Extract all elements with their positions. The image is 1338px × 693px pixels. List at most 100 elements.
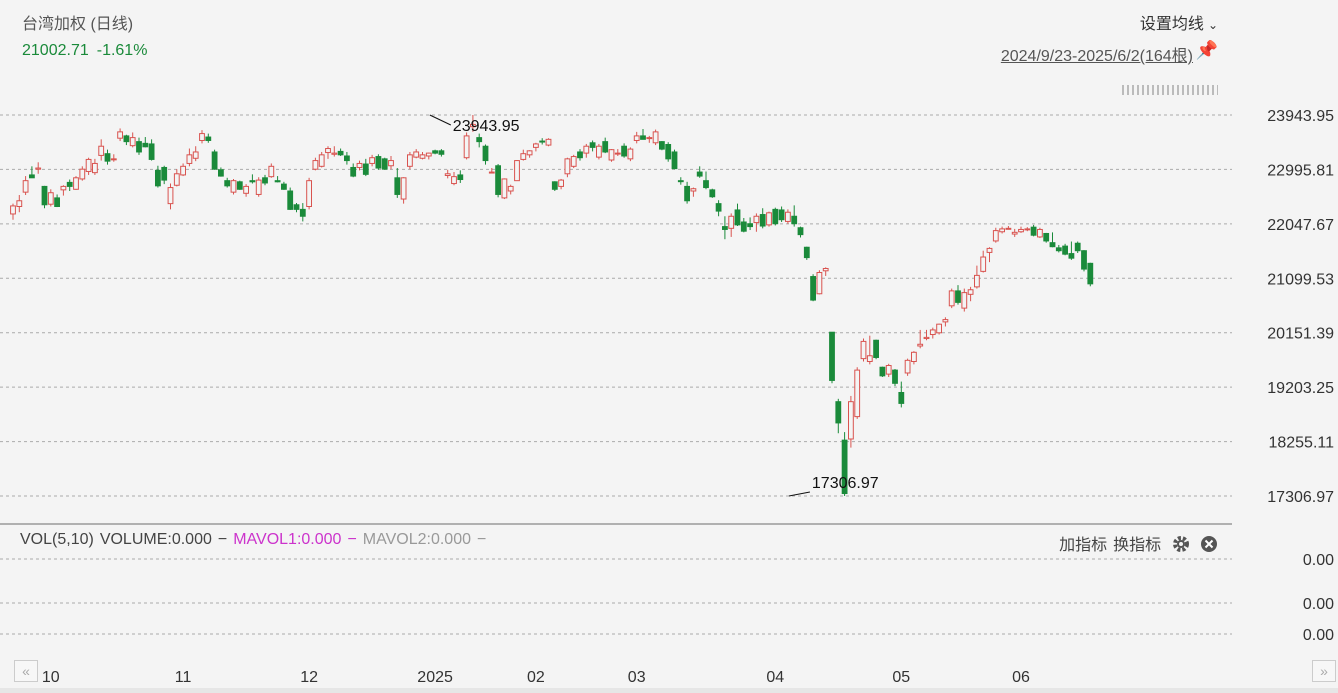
candle-body bbox=[602, 141, 609, 153]
candle-body bbox=[394, 177, 401, 195]
candle-body bbox=[117, 131, 123, 139]
candle-body bbox=[911, 351, 917, 362]
candle-body bbox=[123, 135, 130, 143]
mavol1-dash: − bbox=[347, 531, 357, 548]
mavol2-dash: − bbox=[477, 531, 487, 548]
candle-body bbox=[583, 145, 590, 154]
pin-icon[interactable]: 📌 bbox=[1195, 40, 1218, 60]
candle-body bbox=[614, 152, 621, 155]
candle-body bbox=[785, 211, 791, 222]
candle-body bbox=[665, 144, 672, 160]
candle-body bbox=[999, 228, 1006, 233]
candle-body bbox=[917, 343, 924, 347]
candle-body bbox=[929, 329, 936, 336]
candle-body bbox=[507, 185, 514, 192]
volume-axis: 0.00 0.00 0.00 bbox=[1303, 552, 1334, 644]
candle-body bbox=[955, 290, 961, 303]
candle-body bbox=[375, 156, 382, 169]
candle-body bbox=[709, 189, 716, 198]
gear-icon[interactable] bbox=[1172, 536, 1190, 554]
candle-body bbox=[974, 274, 980, 288]
add-indicator-button[interactable]: 加指标 bbox=[1059, 537, 1108, 554]
candle-body bbox=[640, 135, 646, 140]
candle-body bbox=[633, 135, 640, 141]
candle-body bbox=[73, 177, 79, 190]
horizontal-scrollbar[interactable] bbox=[0, 688, 1338, 693]
candle-body bbox=[444, 173, 451, 177]
price-tick-label: 17306.97 bbox=[1267, 489, 1334, 506]
candle-body bbox=[268, 165, 275, 178]
candle-body bbox=[992, 230, 999, 242]
double-chevron-right-icon[interactable]: » bbox=[1312, 660, 1336, 682]
candle-body bbox=[318, 154, 325, 167]
candle-body bbox=[1037, 228, 1043, 238]
candle-body bbox=[533, 143, 539, 148]
volume-grid bbox=[0, 558, 1232, 635]
price-tick-label: 22995.81 bbox=[1267, 162, 1334, 179]
candle-body bbox=[331, 152, 338, 155]
candle-body bbox=[715, 203, 722, 212]
candle-body bbox=[299, 208, 306, 217]
candle-body bbox=[211, 151, 218, 170]
candle-body bbox=[173, 173, 180, 186]
candle-body bbox=[848, 401, 854, 440]
candle-body bbox=[558, 179, 565, 187]
candle-body bbox=[734, 209, 741, 226]
candle-body bbox=[243, 185, 249, 194]
candle-body bbox=[570, 156, 577, 167]
drag-handle[interactable] bbox=[1122, 85, 1218, 95]
time-tick-label: 2025 bbox=[417, 669, 453, 686]
last-price: 21002.71 bbox=[22, 42, 89, 59]
candle-body bbox=[759, 214, 766, 227]
time-tick-label: 10 bbox=[42, 669, 60, 686]
candle-body bbox=[797, 227, 804, 236]
candles bbox=[10, 115, 1094, 496]
switch-indicator-button[interactable]: 换指标 bbox=[1113, 537, 1162, 554]
candle-body bbox=[677, 180, 684, 183]
volume-dash: − bbox=[217, 531, 228, 548]
close-icon[interactable] bbox=[1200, 536, 1218, 554]
candle-body bbox=[1062, 245, 1068, 255]
candle-body bbox=[419, 154, 426, 159]
candle-body bbox=[60, 185, 67, 191]
candle-body bbox=[218, 169, 224, 177]
candle-body bbox=[885, 365, 892, 375]
candle-body bbox=[224, 180, 231, 187]
volume-value: VOLUME:0.000 bbox=[99, 531, 212, 548]
time-tick-label: 05 bbox=[892, 669, 910, 686]
candle-body bbox=[488, 171, 495, 174]
candle-body bbox=[230, 180, 237, 193]
candle-body bbox=[161, 166, 168, 181]
ma-setting-button[interactable]: 设置均线 ⌄ bbox=[1140, 10, 1218, 34]
candle-body bbox=[1030, 226, 1037, 236]
candle-body bbox=[621, 145, 628, 157]
candle-body bbox=[904, 359, 911, 374]
candle-body bbox=[829, 331, 835, 381]
candle-body bbox=[388, 160, 394, 167]
candle-body bbox=[898, 391, 905, 404]
annotation-label: 23943.95 bbox=[453, 118, 520, 135]
candle-body bbox=[85, 158, 92, 172]
candle-body bbox=[457, 174, 464, 181]
candle-body bbox=[986, 247, 993, 253]
candle-body bbox=[892, 369, 898, 384]
double-chevron-left-icon[interactable]: « bbox=[14, 660, 38, 682]
candle-body bbox=[325, 148, 331, 154]
candle-body bbox=[104, 153, 111, 162]
candle-body bbox=[608, 149, 615, 161]
candle-body bbox=[753, 215, 760, 224]
candle-body bbox=[810, 276, 817, 301]
candle-body bbox=[1049, 242, 1056, 248]
date-range-link[interactable]: 2024/9/23-2025/6/2(164根) bbox=[1000, 48, 1193, 65]
volume-tick-label: 0.00 bbox=[1303, 627, 1334, 644]
candle-body bbox=[1024, 228, 1031, 231]
candle-body bbox=[841, 439, 848, 495]
time-tick-label: 03 bbox=[628, 669, 646, 686]
candle-body bbox=[577, 151, 583, 159]
candle-body bbox=[186, 154, 193, 164]
candle-body bbox=[854, 369, 861, 418]
price-grid bbox=[0, 114, 1232, 497]
candle-body bbox=[690, 188, 697, 192]
candle-body bbox=[312, 160, 319, 170]
